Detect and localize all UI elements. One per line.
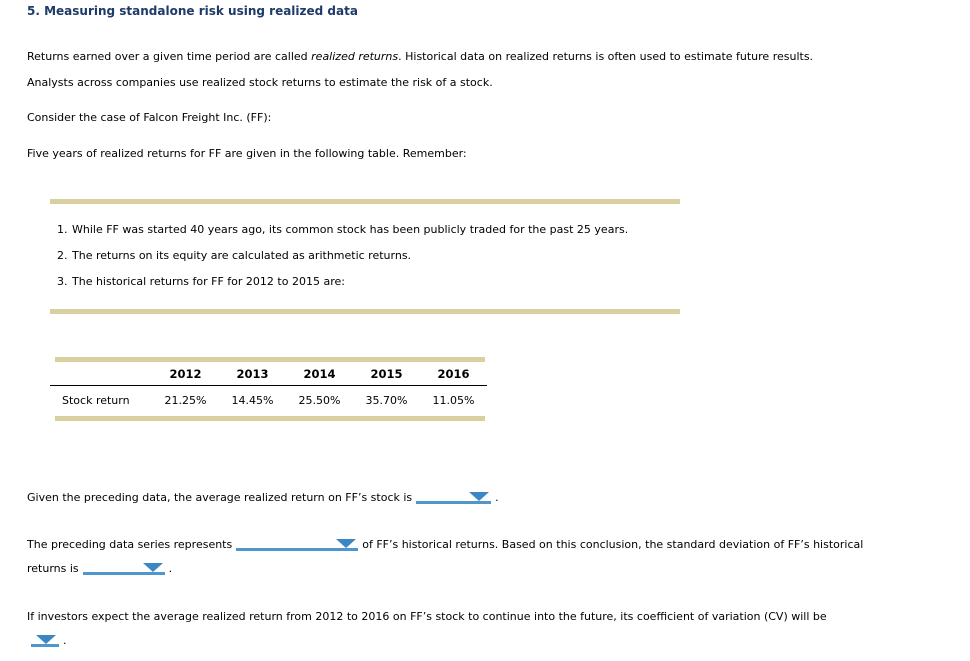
intro-line2: Analysts across companies use realized s… — [27, 76, 493, 89]
row-label: Stock return — [62, 393, 130, 407]
q2-line1-post: of FF’s historical returns. Based on thi… — [362, 538, 864, 551]
intro-paragraph: Returns earned over a given time period … — [27, 44, 957, 96]
dropdown-average-return[interactable] — [416, 491, 492, 504]
chevron-down-icon — [142, 563, 163, 572]
q2-period: . — [168, 562, 173, 575]
q3-line1: If investors expect the average realized… — [27, 610, 827, 623]
note-number: 2. — [57, 249, 68, 262]
returns-table: 2012 2013 2014 2015 2016 Stock return 21… — [50, 355, 487, 421]
question-coefficient-variation: If investors expect the average realized… — [27, 605, 957, 653]
table-top-bar — [55, 357, 485, 362]
table-header-year: 2016 — [437, 366, 470, 381]
question-data-series: The preceding data series represents of F… — [27, 533, 957, 581]
dropdown-data-series-type[interactable] — [236, 538, 359, 551]
list-item: 2. The returns on its equity are calculat… — [57, 243, 680, 269]
page-title: 5. Measuring standalone risk using reali… — [27, 4, 358, 18]
note-text: The returns on its equity are calculated… — [72, 249, 412, 262]
stock-return-value: 25.50% — [298, 393, 341, 407]
note-text: While FF was started 40 years ago, its c… — [72, 223, 629, 236]
list-item: 1. While FF was started 40 years ago, its… — [57, 217, 680, 243]
consider-line: Consider the case of Falcon Freight Inc.… — [27, 111, 272, 124]
chevron-down-icon — [469, 492, 490, 501]
chevron-down-icon — [336, 539, 357, 548]
q2-line2-pre: returns is — [27, 562, 79, 575]
note-number: 3. — [57, 275, 68, 288]
table-header-row: 2012 2013 2014 2015 2016 — [50, 362, 487, 386]
table-header-year: 2012 — [169, 366, 202, 381]
list-item: 3. The historical returns for FF for 2012… — [57, 269, 680, 295]
dropdown-standard-deviation[interactable] — [82, 562, 165, 575]
note-number: 1. — [57, 223, 68, 236]
table-intro-line: Five years of realized returns for FF ar… — [27, 147, 467, 160]
note-text: The historical returns for FF for 2012 t… — [72, 275, 345, 288]
question-average-return: Given the preceding data, the average re… — [27, 486, 957, 510]
q2-line1-pre: The preceding data series represents — [27, 538, 233, 551]
chevron-down-icon — [36, 635, 56, 644]
table-row: Stock return 21.25% 14.45% 25.50% 35.70%… — [50, 386, 487, 414]
table-bottom-bar — [55, 416, 485, 421]
table-header-year: 2013 — [236, 366, 269, 381]
intro-line1-post: . Historical data on realized returns is… — [398, 50, 814, 63]
table-header-year: 2015 — [370, 366, 403, 381]
intro-italic-term: realized returns — [311, 50, 399, 63]
stock-return-value: 35.70% — [365, 393, 408, 407]
divider-bar-bottom — [50, 309, 680, 314]
stock-return-value: 14.45% — [231, 393, 274, 407]
intro-line1-pre: Returns earned over a given time period … — [27, 50, 312, 63]
notes-list: 1. While FF was started 40 years ago, its… — [50, 204, 680, 309]
divider-bar-top — [50, 199, 680, 204]
dropdown-coefficient-variation[interactable] — [31, 634, 59, 647]
notes-panel: 1. While FF was started 40 years ago, its… — [50, 199, 680, 314]
q1-text: Given the preceding data, the average re… — [27, 491, 413, 504]
q3-period: . — [63, 634, 67, 647]
q1-period: . — [495, 491, 499, 504]
stock-return-value: 11.05% — [432, 393, 475, 407]
stock-return-value: 21.25% — [164, 393, 207, 407]
table-header-year: 2014 — [303, 366, 336, 381]
